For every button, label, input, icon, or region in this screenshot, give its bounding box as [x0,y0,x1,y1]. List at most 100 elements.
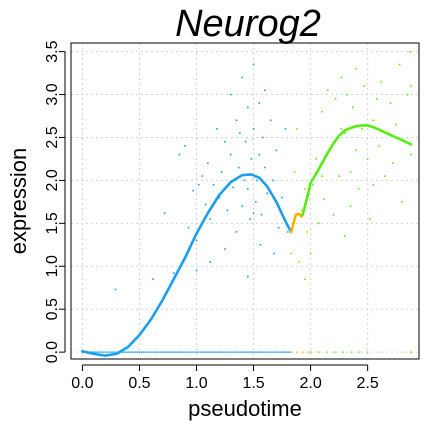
zero-point [102,351,105,353]
zero-point [196,351,198,353]
zero-point [100,351,103,353]
data-point [250,158,253,160]
data-point [369,218,371,220]
zero-point [220,351,223,353]
data-point [216,128,218,130]
data-point [152,278,154,280]
zero-point [96,351,99,353]
smooth-line [81,173,293,357]
data-point [277,226,280,229]
data-point [406,93,409,96]
zero-point [93,351,95,353]
data-point [380,80,383,83]
data-point [226,209,229,212]
data-point [300,209,303,212]
zero-point [251,351,253,353]
data-point [338,175,340,177]
zero-point [358,351,361,353]
y-tick-label: 1.5 [44,212,61,234]
data-point [241,205,243,207]
data-point [312,183,314,186]
data-point [306,231,308,233]
axes-layer: 0.0 0.5 1.0 1.5 2.0 2.5 0.0 0.5 1.0 1.5 2.0 2.5 3.0 3… [44,40,379,392]
zero-point [138,351,141,353]
zero-point [350,351,353,353]
chart-title: Neurog2 [175,3,321,45]
zero-point [125,351,127,353]
data-point [366,158,369,160]
zero-point [98,351,101,353]
data-point [241,76,243,79]
zero-point [190,351,192,353]
data-point [197,183,200,186]
zero-point [142,351,145,353]
data-point [349,205,352,207]
data-point [209,218,211,220]
data-point [264,89,266,92]
zero-point [161,351,164,353]
zero-point [192,351,194,353]
data-point [372,119,375,122]
zero-point [276,351,278,353]
data-point [340,76,343,79]
plot-frame [70,42,420,360]
data-point [344,235,346,238]
data-point [410,153,412,156]
data-point [247,275,249,278]
data-point [247,106,249,109]
data-point [201,175,204,177]
x-tick-label: 2.0 [299,375,321,392]
data-point [212,183,215,186]
data-point [395,123,397,126]
data-point [258,153,261,156]
data-point [383,175,386,177]
data-point [235,231,238,233]
zero-points-layer [81,351,369,353]
zero-point [279,351,282,353]
y-tick-label: 3.5 [44,40,61,62]
data-point [260,213,263,216]
data-point [269,119,272,122]
y-tick-label: 2.5 [44,126,61,148]
data-point [187,226,190,229]
zero-point [237,351,240,353]
zero-point [175,351,177,353]
zero-point [205,351,207,353]
data-point [259,243,262,246]
zero-point [186,351,188,353]
data-point [266,192,269,195]
data-point [334,98,337,100]
data-point [220,171,223,173]
zero-point [236,351,238,353]
data-point [332,213,335,216]
zero-point [106,351,108,353]
zero-point [199,351,202,353]
data-point [163,212,166,214]
data-point [298,261,300,263]
zero-point [247,351,249,353]
y-tick-label: 3.0 [44,83,61,105]
data-point [398,63,401,66]
data-point [218,196,221,199]
zero-point [228,351,230,353]
smooth-line [289,212,304,234]
x-tick-label: 0.5 [128,375,150,392]
data-point [401,201,403,203]
zero-point [150,351,152,353]
zero-point [272,351,274,353]
zero-point [334,351,336,353]
zero-point [144,351,146,353]
data-point [378,145,380,147]
smooth-lines-layer [81,124,413,357]
zero-point [256,351,259,353]
data-point [346,93,348,96]
data-point [290,252,293,255]
zero-point [188,351,190,353]
zero-point [112,351,114,353]
data-point [284,128,287,130]
data-point [244,140,247,143]
zero-point [277,351,280,353]
zero-point [230,351,232,353]
zero-point [326,351,328,353]
